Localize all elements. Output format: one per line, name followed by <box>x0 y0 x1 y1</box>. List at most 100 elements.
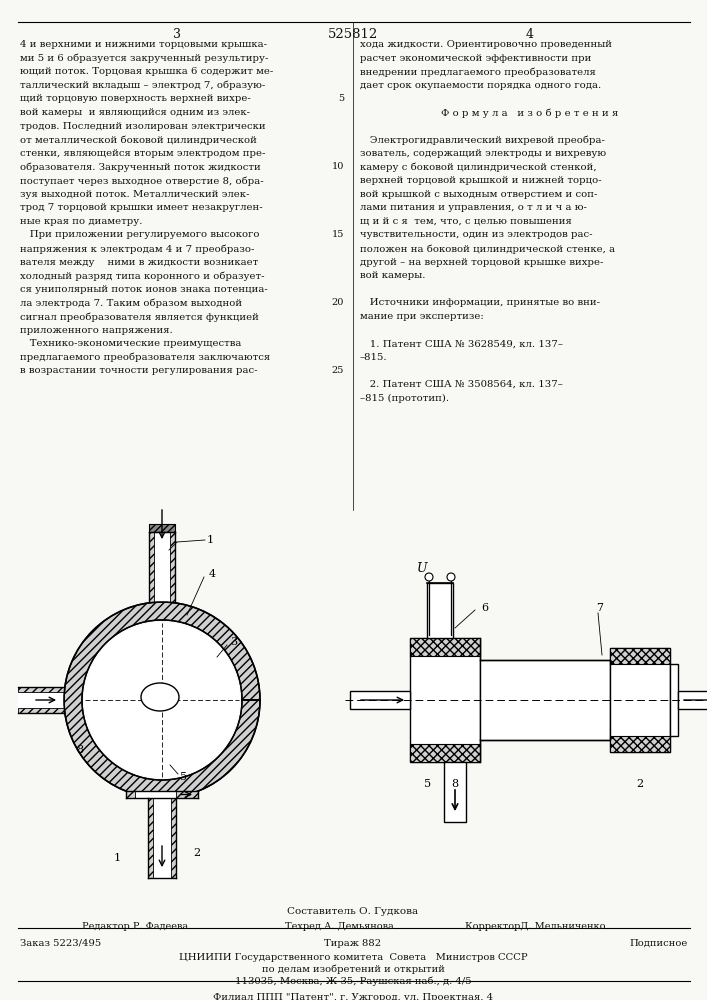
Text: 6: 6 <box>481 603 489 613</box>
Text: зователь, содержащий электроды и вихревую: зователь, содержащий электроды и вихреву… <box>360 149 606 158</box>
Text: Тираж 882: Тираж 882 <box>325 939 382 948</box>
Text: 3: 3 <box>173 28 181 41</box>
Text: 1: 1 <box>113 853 121 863</box>
Bar <box>410 744 480 762</box>
Bar <box>149 532 154 602</box>
Text: таллический вкладыш – электрод 7, образую-: таллический вкладыш – электрод 7, образу… <box>20 81 265 90</box>
Text: вой камеры  и являющийся одним из элек-: вой камеры и являющийся одним из элек- <box>20 108 250 117</box>
Text: Составитель О. Гудкова: Составитель О. Гудкова <box>288 907 419 916</box>
Text: щий торцовую поверхность верхней вихре-: щий торцовую поверхность верхней вихре- <box>20 94 251 103</box>
Text: Технико-экономические преимущества: Технико-экономические преимущества <box>20 339 241 348</box>
Text: Подписное: Подписное <box>630 939 688 948</box>
Bar <box>610 648 670 752</box>
Bar <box>410 638 480 762</box>
Text: 525812: 525812 <box>328 28 378 41</box>
Text: хода жидкости. Ориентировочно проведенный: хода жидкости. Ориентировочно проведенны… <box>360 40 612 49</box>
Text: Электрогидравлический вихревой преобра-: Электрогидравлический вихревой преобра- <box>360 135 605 145</box>
Bar <box>176 791 198 798</box>
Text: 5: 5 <box>424 779 431 789</box>
Text: трод 7 торцовой крышки имеет незакруглен-: трод 7 торцовой крышки имеет незакруглен… <box>20 203 262 212</box>
Text: чувствительности, один из электродов рас-: чувствительности, один из электродов рас… <box>360 230 592 239</box>
Text: ла электрода 7. Таким образом выходной: ла электрода 7. Таким образом выходной <box>20 298 242 308</box>
Text: 8: 8 <box>76 745 83 755</box>
Text: холодный разряд типа коронного и образует-: холодный разряд типа коронного и образуе… <box>20 271 264 281</box>
Circle shape <box>425 573 433 581</box>
Text: вой камеры.: вой камеры. <box>360 271 426 280</box>
Text: 4 и верхними и нижними торцовыми крышка-: 4 и верхними и нижними торцовыми крышка- <box>20 40 267 49</box>
Bar <box>444 762 466 822</box>
Text: –815 (прототип).: –815 (прототип). <box>360 394 449 403</box>
Text: При приложении регулируемого высокого: При приложении регулируемого высокого <box>20 230 259 239</box>
Text: Ф о р м у л а   и з о б р е т е н и я: Ф о р м у л а и з о б р е т е н и я <box>441 108 619 117</box>
Text: в возрастании точности регулирования рас-: в возрастании точности регулирования рас… <box>20 366 257 375</box>
Text: зуя выходной поток. Металлический элек-: зуя выходной поток. Металлический элек- <box>20 190 250 199</box>
Text: 7: 7 <box>597 603 604 613</box>
Text: лами питания и управления, о т л и ч а ю-: лами питания и управления, о т л и ч а ю… <box>360 203 587 212</box>
Text: Заказ 5223/495: Заказ 5223/495 <box>20 939 101 948</box>
Text: Источники информации, принятые во вни-: Источники информации, принятые во вни- <box>360 298 600 307</box>
Text: 2: 2 <box>194 848 201 858</box>
Text: вой крышкой с выходным отверстием и соп-: вой крышкой с выходным отверстием и соп- <box>360 190 597 199</box>
Text: камеру с боковой цилиндрической стенкой,: камеру с боковой цилиндрической стенкой, <box>360 162 597 172</box>
Bar <box>18 687 64 713</box>
Bar <box>410 638 480 656</box>
Text: стенки, являющейся вторым электродом пре-: стенки, являющейся вторым электродом пре… <box>20 149 265 158</box>
Text: приложенного напряжения.: приложенного напряжения. <box>20 326 173 335</box>
Bar <box>678 691 707 709</box>
Text: внедрении предлагаемого преобразователя: внедрении предлагаемого преобразователя <box>360 67 596 77</box>
Text: ЦНИИПИ Государственного комитета  Совета   Министров СССР: ЦНИИПИ Государственного комитета Совета … <box>179 953 527 962</box>
Text: другой – на верхней торцовой крышке вихре-: другой – на верхней торцовой крышке вихр… <box>360 258 603 267</box>
Bar <box>171 798 176 878</box>
Bar <box>427 583 453 638</box>
Text: 2. Патент США № 3508564, кл. 137–: 2. Патент США № 3508564, кл. 137– <box>360 380 563 389</box>
Text: ся униполярный поток ионов знака потенциа-: ся униполярный поток ионов знака потенци… <box>20 285 268 294</box>
Text: напряжения к электродам 4 и 7 преобразо-: напряжения к электродам 4 и 7 преобразо- <box>20 244 255 253</box>
Text: тродов. Последний изолирован электрически: тродов. Последний изолирован электрическ… <box>20 122 266 131</box>
Bar <box>148 798 176 878</box>
Text: 4: 4 <box>209 569 216 579</box>
Text: 113035, Москва, Ж-35, Раушская наб., д. 4/5: 113035, Москва, Ж-35, Раушская наб., д. … <box>235 977 472 986</box>
Text: Редактор Р. Фадеева: Редактор Р. Фадеева <box>82 922 188 931</box>
Text: 25: 25 <box>332 366 344 375</box>
Text: положен на боковой цилиндрической стенке, а: положен на боковой цилиндрической стенке… <box>360 244 615 253</box>
Polygon shape <box>64 602 260 798</box>
Bar <box>610 648 670 664</box>
Bar <box>149 532 175 602</box>
Bar <box>126 791 198 798</box>
Bar <box>126 791 135 798</box>
Bar <box>610 736 670 752</box>
Text: ющий поток. Торцовая крышка 6 содержит ме-: ющий поток. Торцовая крышка 6 содержит м… <box>20 67 273 76</box>
Text: 5: 5 <box>180 772 187 782</box>
Text: ми 5 и 6 образуется закрученный результиру-: ми 5 и 6 образуется закрученный результи… <box>20 54 269 63</box>
Text: 10: 10 <box>332 162 344 171</box>
Text: КорректорД. Мельниченко: КорректорД. Мельниченко <box>465 922 605 931</box>
Text: 15: 15 <box>332 230 344 239</box>
Text: верхней торцовой крышкой и нижней торцо-: верхней торцовой крышкой и нижней торцо- <box>360 176 602 185</box>
Text: по делам изобретений и открытий: по делам изобретений и открытий <box>262 965 445 974</box>
Text: 1: 1 <box>207 535 214 545</box>
Bar <box>149 524 175 532</box>
Text: вателя между    ними в жидкости возникает: вателя между ними в жидкости возникает <box>20 258 258 267</box>
Text: 4: 4 <box>526 28 534 41</box>
Text: 3: 3 <box>230 637 238 647</box>
Text: от металлической боковой цилиндрической: от металлической боковой цилиндрической <box>20 135 257 145</box>
Text: U: U <box>416 562 427 576</box>
Bar <box>670 664 678 736</box>
Text: 2: 2 <box>636 779 643 789</box>
Text: Техред А. Демьянова: Техред А. Демьянова <box>285 922 394 931</box>
Text: сигнал преобразователя является функцией: сигнал преобразователя является функцией <box>20 312 259 322</box>
Circle shape <box>447 573 455 581</box>
Text: расчет экономической эффективности при: расчет экономической эффективности при <box>360 54 591 63</box>
Text: –815.: –815. <box>360 353 387 362</box>
Text: предлагаемого преобразователя заключаются: предлагаемого преобразователя заключаютс… <box>20 353 270 362</box>
Text: ные края по диаметру.: ные края по диаметру. <box>20 217 143 226</box>
Text: 8: 8 <box>452 779 459 789</box>
Text: 1. Патент США № 3628549, кл. 137–: 1. Патент США № 3628549, кл. 137– <box>360 339 563 348</box>
Bar <box>18 708 64 713</box>
Text: 5: 5 <box>338 94 344 103</box>
Text: Филиал ППП "Патент", г. Ужгород, ул. Проектная, 4: Филиал ППП "Патент", г. Ужгород, ул. Про… <box>213 993 493 1000</box>
Text: дает срок окупаемости порядка одного года.: дает срок окупаемости порядка одного год… <box>360 81 601 90</box>
Circle shape <box>84 622 240 778</box>
Text: 20: 20 <box>332 298 344 307</box>
Bar <box>18 687 64 692</box>
